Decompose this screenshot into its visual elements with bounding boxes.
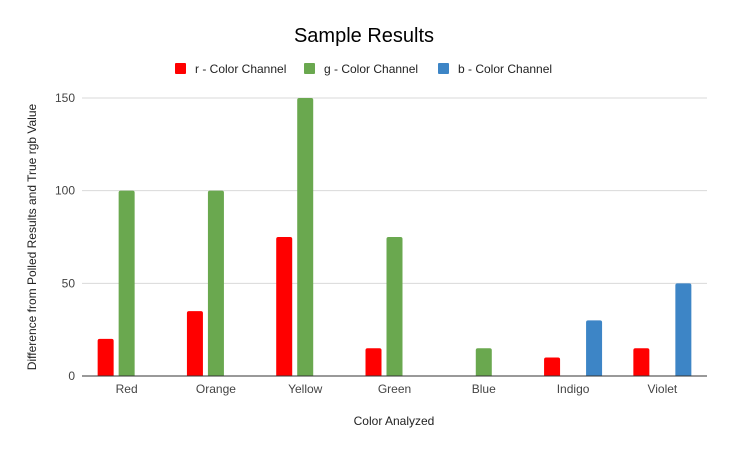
bar-orange-r xyxy=(186,311,203,376)
x-axis-ticks: Red Orange Yellow Green Blue Indigo Violet xyxy=(116,382,678,396)
bar-green-r xyxy=(365,348,382,376)
bars xyxy=(97,98,692,376)
y-tick-label: 0 xyxy=(68,369,75,383)
x-axis-label: Color Analyzed xyxy=(354,414,435,428)
bar-violet-b xyxy=(675,283,692,376)
legend-swatch xyxy=(175,63,186,74)
legend-label: r - Color Channel xyxy=(195,62,286,76)
y-tick-label: 50 xyxy=(62,276,76,290)
bar-red-g xyxy=(118,190,135,376)
legend-swatch xyxy=(304,63,315,74)
x-tick-label: Indigo xyxy=(557,382,590,396)
x-tick-label: Violet xyxy=(647,382,677,396)
bar-indigo-r xyxy=(544,357,561,376)
bar-orange-g xyxy=(207,190,224,376)
x-tick-label: Red xyxy=(116,382,138,396)
legend: r - Color Channel g - Color Channel b - Co… xyxy=(175,62,552,76)
y-tick-label: 150 xyxy=(55,91,75,105)
y-axis-label: Difference from Polled Results and True … xyxy=(25,104,39,371)
y-axis-ticks: 0 50 100 150 xyxy=(55,91,75,383)
bar-yellow-g xyxy=(297,98,314,376)
bar-violet-r xyxy=(633,348,650,376)
bar-green-g xyxy=(386,237,403,376)
legend-swatch xyxy=(438,63,449,74)
x-tick-label: Orange xyxy=(196,382,236,396)
bar-blue-g xyxy=(475,348,492,376)
x-tick-label: Yellow xyxy=(288,382,323,396)
bar-indigo-b xyxy=(586,320,603,376)
x-tick-label: Blue xyxy=(472,382,496,396)
y-tick-label: 100 xyxy=(55,184,75,198)
legend-label: g - Color Channel xyxy=(324,62,418,76)
legend-label: b - Color Channel xyxy=(458,62,552,76)
bar-yellow-r xyxy=(276,237,293,376)
x-tick-label: Green xyxy=(378,382,411,396)
bar-red-r xyxy=(97,338,114,376)
chart-title: Sample Results xyxy=(294,25,434,47)
